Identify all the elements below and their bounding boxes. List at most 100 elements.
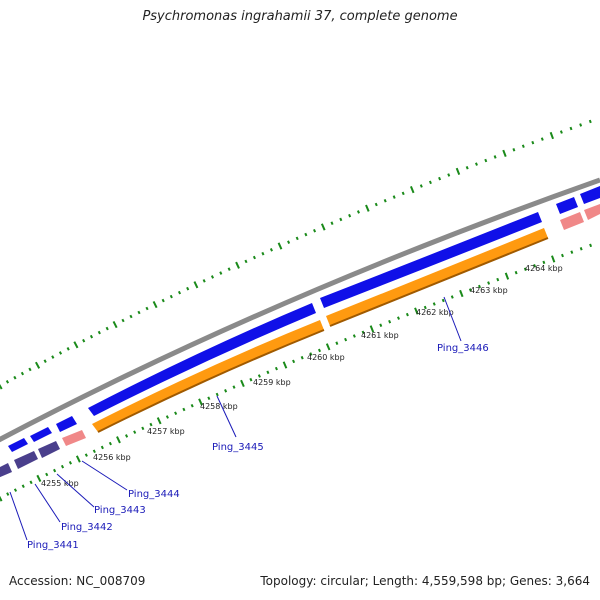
forward-strand-track [8, 186, 600, 452]
tick-mark [28, 367, 32, 372]
leader-line [9, 491, 28, 541]
gene-label-ping-3445[interactable]: Ping_3445 [212, 442, 264, 453]
tick-mark [356, 210, 360, 214]
tick-mark [0, 495, 3, 502]
tick-mark [58, 351, 63, 355]
gene-label-ping-3441[interactable]: Ping_3441 [27, 540, 79, 551]
leader-line [81, 460, 128, 491]
cds-block [580, 186, 600, 204]
cds-block [62, 430, 86, 446]
tick-mark [45, 472, 49, 477]
tick-mark [496, 277, 500, 282]
tick-mark [542, 260, 546, 265]
cds-block [556, 197, 578, 214]
tick-mark [274, 366, 278, 371]
tick-mark [320, 223, 326, 231]
scale-label: 4260 kbp [307, 353, 345, 362]
tick-mark [269, 248, 273, 252]
tick-mark [383, 198, 387, 203]
tick-mark [292, 359, 296, 364]
tick-mark [493, 155, 497, 159]
tick-mark [108, 441, 112, 446]
tick-mark [419, 184, 423, 188]
tick-mark [414, 307, 419, 315]
tick-mark [423, 305, 427, 310]
cds-block [320, 212, 542, 308]
tick-mark [304, 232, 308, 237]
inner-tick-row [0, 243, 593, 502]
tick-mark [379, 323, 383, 328]
genome-backbone [0, 177, 600, 443]
cds-block [92, 320, 324, 432]
tick-mark [84, 453, 88, 457]
tick-mark [53, 468, 57, 473]
tick-mark [89, 334, 94, 339]
tick-mark [210, 275, 215, 279]
tick-mark [282, 361, 288, 369]
tick-mark [428, 180, 432, 185]
scale-label: 4263 kbp [470, 286, 508, 295]
tick-mark [478, 284, 481, 289]
tick-mark [190, 403, 194, 408]
scale-label: 4261 kbp [361, 331, 399, 340]
tick-mark [202, 279, 206, 283]
tick-mark [60, 464, 65, 469]
tick-mark [474, 162, 478, 166]
tick-mark [207, 396, 211, 401]
tick-mark [521, 144, 525, 148]
scale-label: 4259 kbp [253, 378, 291, 387]
gene-labels: Ping_3441 Ping_3442 Ping_3443 Ping_3444 … [27, 343, 489, 551]
accession-text: Accession: NC_008709 [9, 574, 146, 588]
tick-mark [533, 264, 537, 268]
tick-mark [374, 202, 378, 207]
feature-outline [97, 329, 325, 433]
tick-mark [450, 295, 454, 299]
cds-block [38, 441, 60, 458]
tick-mark [325, 343, 331, 351]
tick-mark [66, 347, 70, 351]
tick-mark [215, 392, 219, 397]
tick-mark [6, 492, 10, 496]
tick-mark [401, 191, 405, 196]
tick-mark [261, 251, 265, 256]
scale-labels: 4255 kbp 4256 kbp 4257 kbp 4258 kbp 4259… [41, 264, 563, 488]
tick-mark [249, 377, 253, 382]
tick-mark [455, 167, 461, 176]
tick-mark [145, 306, 149, 311]
tick-mark [313, 228, 317, 233]
tick-mark [219, 271, 223, 275]
tick-mark [232, 385, 236, 389]
tick-mark [588, 119, 592, 124]
gene-label-ping-3446[interactable]: Ping_3446 [437, 343, 489, 354]
tick-mark [73, 341, 79, 349]
tick-mark [193, 281, 199, 289]
tick-mark [339, 217, 343, 222]
tick-mark [330, 221, 334, 225]
cds-block [56, 416, 77, 432]
tick-mark [43, 359, 47, 363]
tick-mark [344, 337, 348, 342]
gene-label-ping-3444[interactable]: Ping_3444 [128, 489, 180, 500]
tick-mark [68, 461, 72, 465]
tick-mark [133, 430, 137, 434]
tick-mark [438, 176, 442, 181]
tick-mark [75, 455, 81, 463]
scale-label: 4255 kbp [41, 479, 79, 488]
tick-mark [369, 325, 375, 333]
tick-mark [116, 436, 121, 444]
tick-mark [121, 318, 125, 323]
gene-label-ping-3442[interactable]: Ping_3442 [61, 522, 113, 533]
cds-block [0, 463, 12, 478]
tick-mark [35, 361, 41, 369]
tick-mark [105, 326, 109, 331]
scale-label: 4262 kbp [416, 308, 454, 317]
tick-mark [459, 289, 464, 298]
tick-mark [224, 389, 228, 393]
tick-mark [152, 300, 158, 309]
tick-mark [287, 240, 291, 244]
tick-mark [182, 407, 186, 412]
tick-mark [531, 140, 535, 145]
gene-leader-lines [9, 296, 462, 541]
gene-label-ping-3443[interactable]: Ping_3443 [94, 505, 146, 516]
